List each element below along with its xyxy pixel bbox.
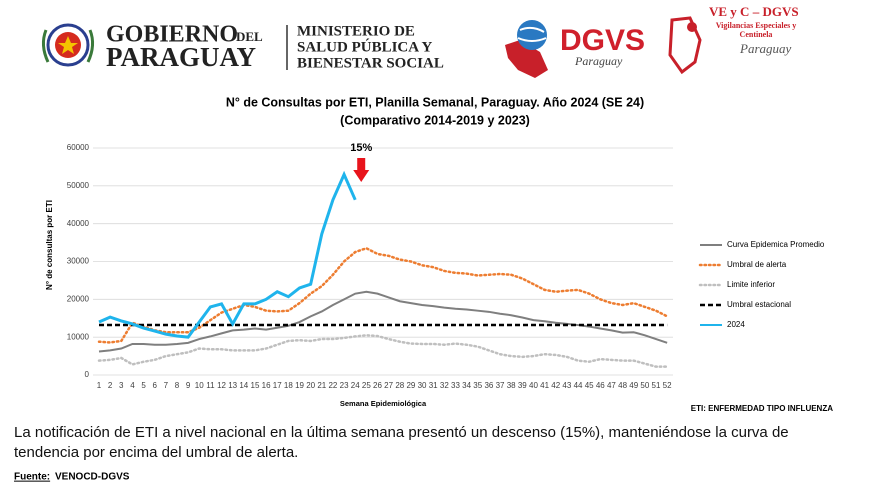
y-tick-label: 0 bbox=[85, 370, 90, 379]
legend-label: Limite inferior bbox=[727, 280, 775, 289]
x-tick-label: 35 bbox=[473, 381, 482, 390]
x-tick-label: 30 bbox=[418, 381, 427, 390]
legend-label: Umbral estacional bbox=[727, 300, 791, 309]
x-tick-label: 15 bbox=[251, 381, 260, 390]
x-axis-label: Semana Epidemiológica bbox=[340, 399, 427, 408]
body-text: La notificación de ETI a nivel nacional … bbox=[14, 424, 789, 441]
x-tick-label: 7 bbox=[164, 381, 169, 390]
y-tick-label: 60000 bbox=[67, 143, 90, 152]
x-tick-label: 50 bbox=[640, 381, 649, 390]
x-tick-label: 36 bbox=[484, 381, 493, 390]
x-tick-label: 39 bbox=[518, 381, 527, 390]
dgvs-logo bbox=[505, 20, 548, 78]
body-text: tendencia por encima del umbral de alert… bbox=[14, 444, 298, 461]
x-tick-label: 28 bbox=[395, 381, 404, 390]
legend-label: Curva Epidemica Promedio bbox=[727, 240, 825, 249]
y-axis-label: N° de consultas por ETI bbox=[45, 200, 54, 290]
series-line bbox=[97, 334, 669, 368]
vec-logo bbox=[668, 16, 702, 75]
x-tick-label: 4 bbox=[130, 381, 135, 390]
x-tick-label: 17 bbox=[273, 381, 282, 390]
ministry-line: MINISTERIO DE bbox=[297, 23, 415, 39]
ministry-line: SALUD PÚBLICA Y bbox=[297, 38, 432, 55]
x-tick-label: 9 bbox=[186, 381, 191, 390]
x-tick-label: 51 bbox=[652, 381, 661, 390]
source-label: Fuente: bbox=[14, 472, 50, 483]
x-tick-label: 24 bbox=[351, 381, 360, 390]
x-tick-label: 8 bbox=[175, 381, 180, 390]
x-tick-label: 11 bbox=[206, 381, 215, 390]
x-tick-label: 20 bbox=[306, 381, 315, 390]
x-tick-label: 10 bbox=[195, 381, 204, 390]
dgvs-title: DGVS bbox=[560, 24, 645, 57]
dgvs-sub: Paraguay bbox=[574, 54, 623, 68]
annotation: 15% bbox=[350, 142, 372, 154]
x-tick-label: 31 bbox=[429, 381, 438, 390]
x-tick-label: 2 bbox=[108, 381, 113, 390]
x-tick-label: 47 bbox=[607, 381, 616, 390]
x-tick-label: 6 bbox=[152, 381, 157, 390]
note: ETI: ENFERMEDAD TIPO INFLUENZA bbox=[691, 404, 833, 413]
y-tick-label: 20000 bbox=[67, 294, 90, 303]
vec-sub: Centinela bbox=[740, 30, 773, 39]
x-tick-label: 40 bbox=[529, 381, 538, 390]
x-tick-label: 12 bbox=[217, 381, 226, 390]
chart-title: N° de Consultas por ETI, Planilla Semana… bbox=[226, 95, 644, 109]
x-tick-label: 49 bbox=[629, 381, 638, 390]
x-tick-label: 26 bbox=[373, 381, 382, 390]
chart-title: (Comparativo 2014-2019 y 2023) bbox=[340, 113, 530, 127]
x-tick-label: 3 bbox=[119, 381, 124, 390]
x-tick-label: 34 bbox=[462, 381, 471, 390]
x-tick-label: 38 bbox=[507, 381, 516, 390]
x-tick-label: 43 bbox=[562, 381, 571, 390]
x-tick-label: 22 bbox=[328, 381, 337, 390]
y-tick-label: 50000 bbox=[67, 181, 90, 190]
annotation-arrow bbox=[353, 158, 370, 182]
y-tick-label: 30000 bbox=[67, 257, 90, 266]
gov-line: DEL bbox=[236, 29, 263, 44]
x-tick-label: 18 bbox=[284, 381, 293, 390]
x-tick-label: 33 bbox=[451, 381, 460, 390]
x-tick-label: 25 bbox=[362, 381, 371, 390]
x-tick-label: 21 bbox=[317, 381, 326, 390]
x-tick-label: 1 bbox=[97, 381, 102, 390]
series-line bbox=[98, 290, 668, 353]
source: VENOCD-DGVS bbox=[55, 472, 130, 483]
vec-sub: Vigilancias Especiales y bbox=[716, 21, 797, 30]
x-tick-label: 48 bbox=[618, 381, 627, 390]
x-tick-label: 52 bbox=[663, 381, 672, 390]
x-tick-label: 5 bbox=[141, 381, 146, 390]
x-tick-label: 32 bbox=[440, 381, 449, 390]
y-tick-label: 10000 bbox=[67, 332, 90, 341]
x-tick-label: 23 bbox=[340, 381, 349, 390]
gobierno-logo bbox=[41, 23, 95, 67]
x-tick-label: 37 bbox=[496, 381, 505, 390]
x-tick-label: 27 bbox=[384, 381, 393, 390]
legend-label: 2024 bbox=[727, 320, 745, 329]
gov-line: GOBIERNO bbox=[106, 22, 238, 48]
x-tick-label: 16 bbox=[262, 381, 271, 390]
ministry-line: BIENESTAR SOCIAL bbox=[297, 55, 444, 71]
legend-label: Umbral de alerta bbox=[727, 260, 787, 269]
vec-paraguay: Paraguay bbox=[739, 41, 792, 56]
gov-line: PARAGUAY bbox=[106, 42, 256, 72]
x-tick-label: 46 bbox=[596, 381, 605, 390]
x-tick-label: 29 bbox=[406, 381, 415, 390]
x-tick-label: 19 bbox=[295, 381, 304, 390]
x-tick-label: 45 bbox=[585, 381, 594, 390]
x-tick-label: 41 bbox=[540, 381, 549, 390]
series-line bbox=[98, 170, 357, 339]
y-tick-label: 40000 bbox=[67, 219, 90, 228]
x-tick-label: 44 bbox=[574, 381, 583, 390]
x-tick-label: 14 bbox=[239, 381, 248, 390]
x-tick-label: 42 bbox=[551, 381, 560, 390]
vec-title: VE y C – DGVS bbox=[709, 4, 799, 19]
x-tick-label: 13 bbox=[228, 381, 237, 390]
